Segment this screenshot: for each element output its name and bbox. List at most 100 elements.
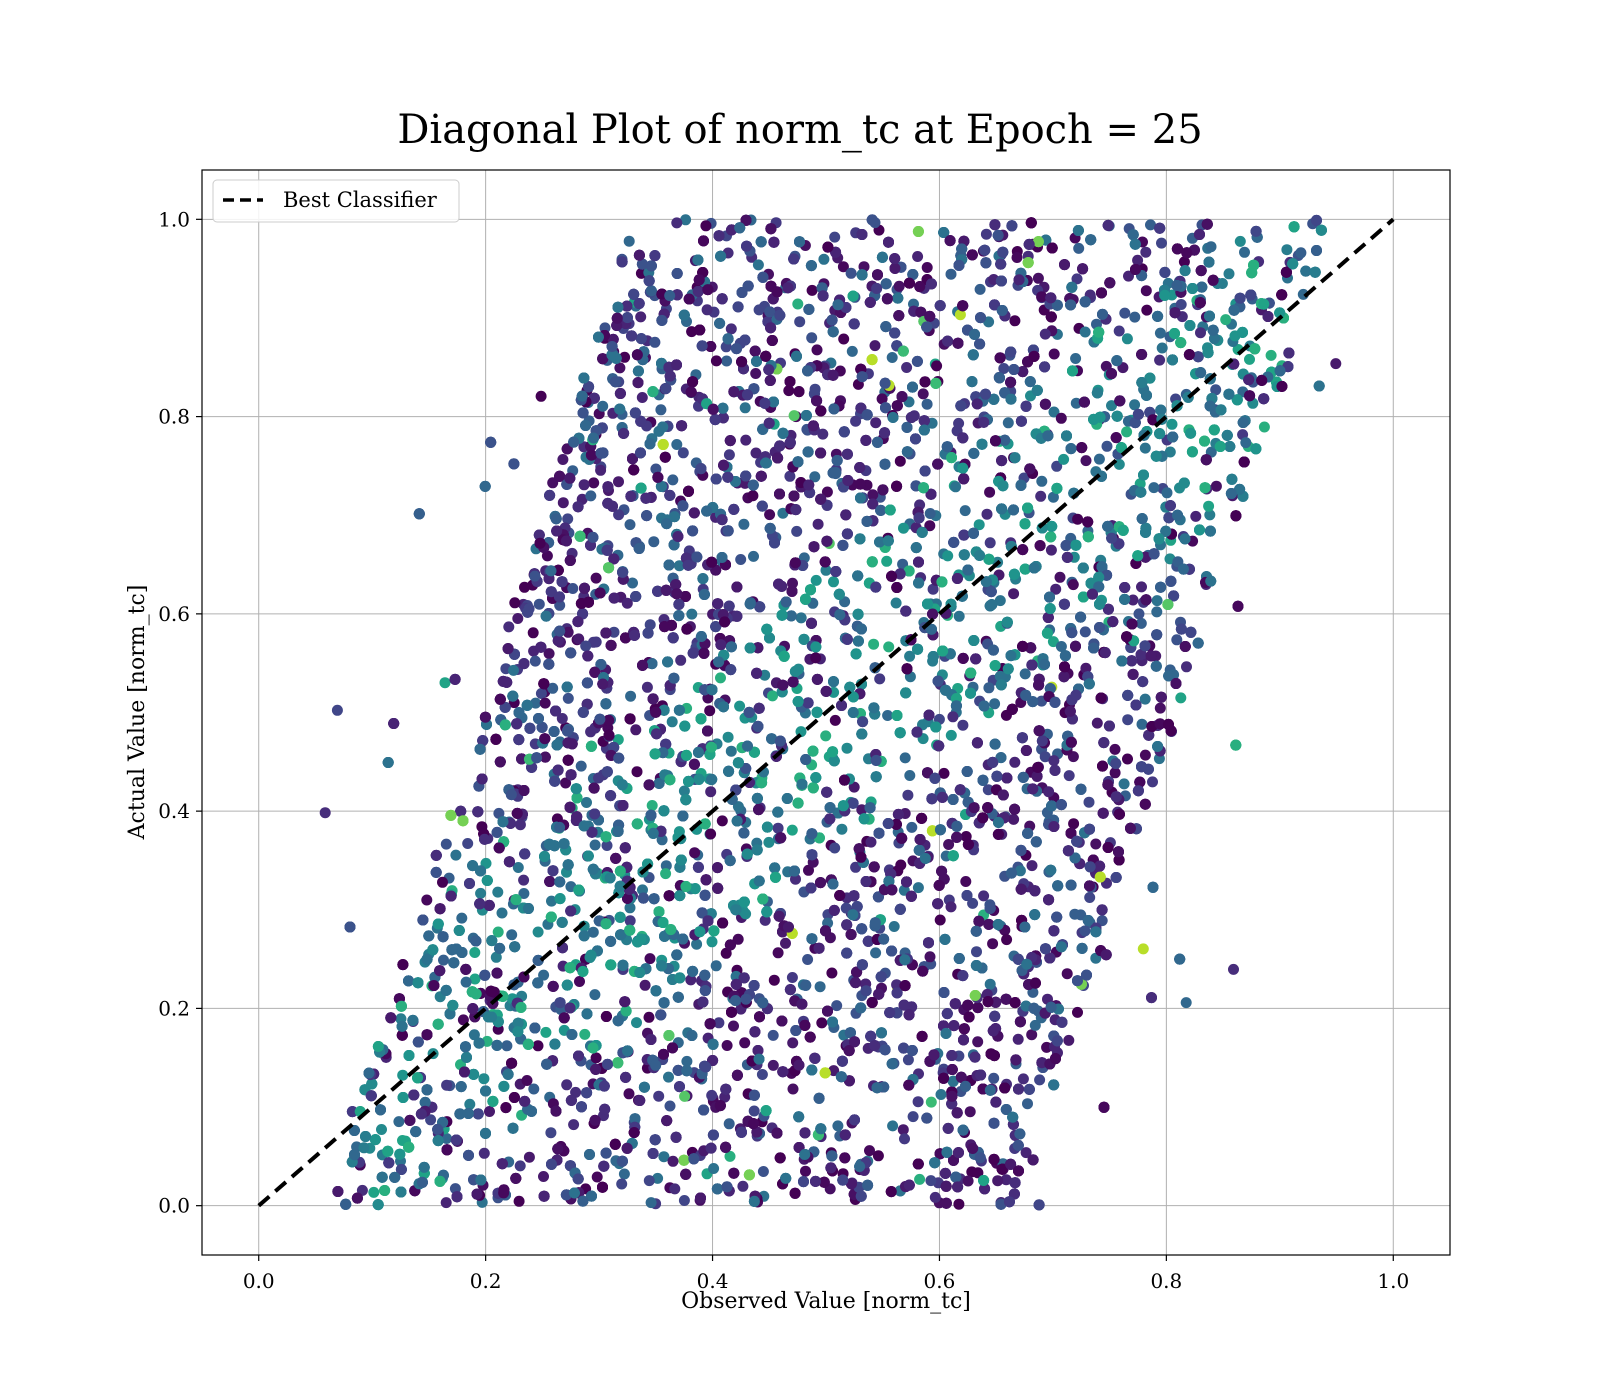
scatter-point (601, 840, 613, 851)
scatter-point (1048, 406, 1060, 418)
scatter-point (723, 449, 735, 461)
scatter-point (1063, 1034, 1075, 1046)
scatter-point (721, 355, 733, 367)
scatter-point (685, 974, 697, 986)
scatter-point (492, 926, 504, 938)
scatter-point (787, 1037, 799, 1049)
scatter-point (561, 1079, 573, 1091)
scatter-point (543, 648, 555, 660)
scatter-point (1109, 743, 1121, 755)
scatter-point (1036, 291, 1048, 303)
scatter-point (484, 1106, 495, 1117)
scatter-point (800, 1165, 811, 1177)
scatter-point (768, 974, 780, 986)
scatter-point (1001, 934, 1013, 946)
scatter-point (1220, 314, 1232, 326)
scatter-point (535, 688, 547, 699)
scatter-point (1135, 617, 1147, 629)
scatter-point (874, 673, 886, 685)
scatter-point (772, 947, 784, 959)
scatter-point (821, 486, 833, 498)
scatter-point (671, 439, 683, 450)
scatter-point (740, 908, 752, 920)
scatter-point (1109, 767, 1121, 779)
scatter-point (503, 621, 515, 633)
scatter-point (667, 1155, 679, 1167)
scatter-point (1203, 500, 1215, 512)
scatter-point (767, 1029, 779, 1041)
scatter-point (623, 1088, 635, 1100)
scatter-point (1190, 510, 1202, 522)
scatter-point (1151, 595, 1163, 607)
scatter-point (734, 700, 746, 712)
scatter-point (1133, 608, 1145, 620)
scatter-point (554, 599, 566, 611)
scatter-point (691, 938, 703, 950)
scatter-point (1295, 247, 1307, 259)
scatter-point (639, 979, 651, 991)
scatter-point (1181, 661, 1192, 673)
scatter-point (722, 731, 734, 743)
scatter-point (635, 311, 647, 323)
scatter-point (962, 1175, 974, 1187)
scatter-point (589, 839, 601, 851)
scatter-point (1175, 692, 1187, 704)
scatter-point (1017, 1073, 1029, 1085)
scatter-point (887, 1120, 899, 1132)
scatter-point (1228, 963, 1239, 975)
scatter-point (750, 447, 762, 459)
scatter-point (518, 874, 530, 886)
scatter-point (876, 393, 888, 405)
scatter-point (1045, 544, 1057, 556)
scatter-point (831, 1000, 843, 1012)
scatter-point (1043, 786, 1055, 798)
scatter-point (492, 886, 504, 898)
scatter-point (440, 838, 452, 850)
scatter-point (597, 400, 609, 412)
scatter-point (650, 463, 662, 475)
scatter-point (748, 550, 759, 562)
scatter-point (753, 304, 765, 316)
scatter-point (816, 1017, 828, 1029)
scatter-point (790, 873, 801, 885)
scatter-point (964, 1106, 976, 1118)
scatter-point (945, 901, 957, 913)
scatter-point (1079, 925, 1091, 937)
scatter-point (681, 1055, 693, 1067)
scatter-point (748, 1105, 760, 1117)
scatter-point (786, 824, 798, 836)
scatter-point (567, 583, 579, 594)
scatter-point (660, 860, 672, 872)
scatter-point (538, 1171, 549, 1182)
scatter-point (1054, 571, 1066, 583)
scatter-point (547, 682, 559, 694)
scatter-point (618, 1168, 630, 1180)
scatter-point (1026, 860, 1038, 872)
scatter-point (591, 1171, 603, 1183)
scatter-point (509, 597, 521, 609)
scatter-point (1147, 776, 1158, 788)
scatter-point (870, 947, 882, 959)
scatter-point (1210, 480, 1222, 492)
scatter-point (767, 1059, 779, 1071)
scatter-point (546, 895, 557, 907)
scatter-point (437, 876, 448, 888)
scatter-point (856, 804, 868, 816)
scatter-point (562, 513, 574, 525)
scatter-point (562, 692, 574, 704)
scatter-point (627, 577, 638, 589)
scatter-point (780, 937, 791, 949)
scatter-point (630, 724, 642, 736)
scatter-point (649, 336, 661, 348)
scatter-point (1070, 397, 1082, 409)
scatter-point (1055, 412, 1067, 424)
scatter-point (974, 283, 986, 295)
scatter-point (708, 1163, 720, 1174)
scatter-point (1119, 307, 1131, 319)
scatter-point (636, 392, 648, 403)
scatter-point (806, 332, 818, 344)
scatter-point (368, 1186, 380, 1198)
scatter-point (421, 894, 433, 906)
scatter-point (705, 828, 717, 840)
scatter-point (1151, 606, 1163, 618)
